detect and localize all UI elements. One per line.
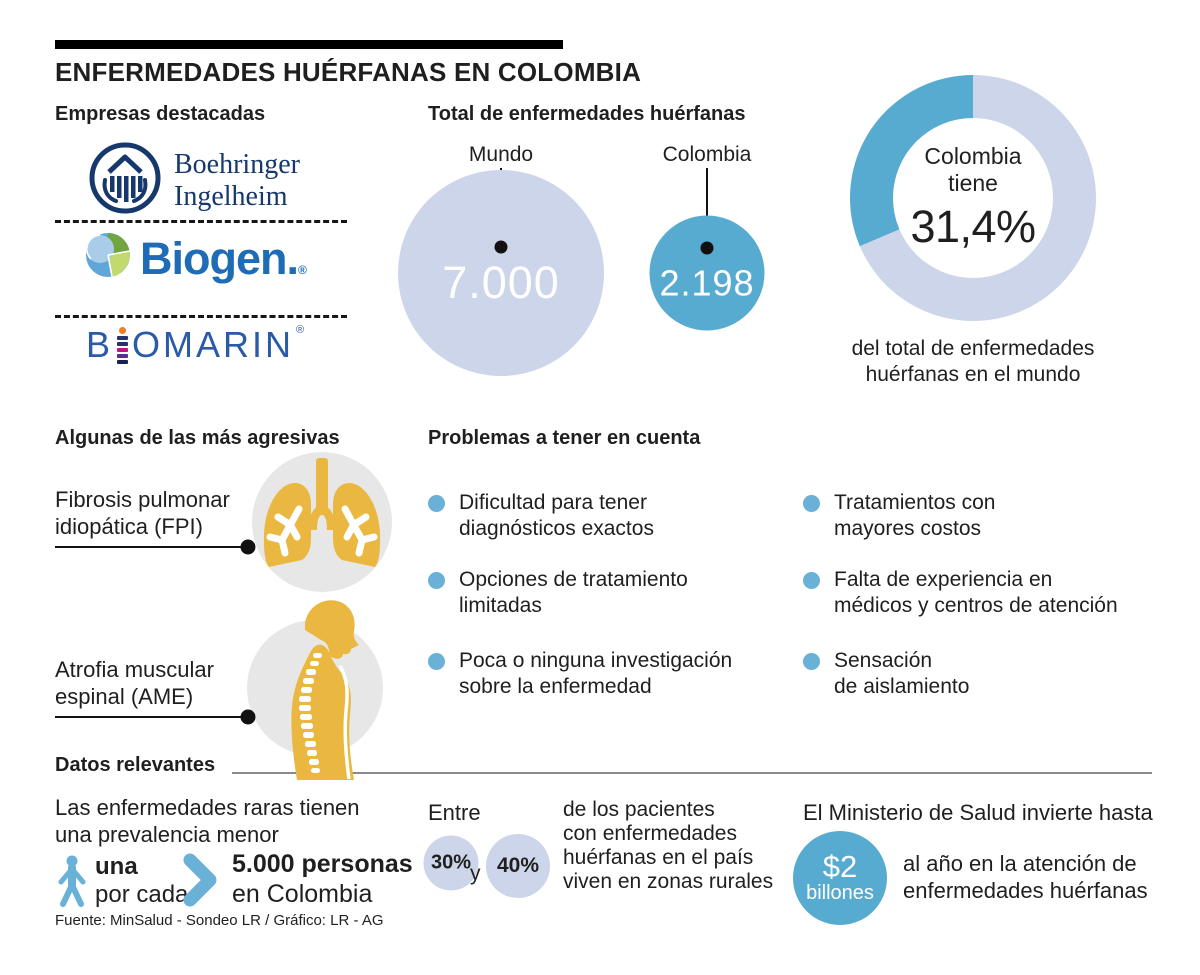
colombia-bubble-label: Colombia	[662, 143, 752, 166]
source-credit: Fuente: MinSalud - Sondeo LR / Gráfico: …	[55, 912, 384, 929]
companies-heading: Empresas destacadas	[55, 103, 266, 125]
problems-heading: Problemas a tener en cuenta	[428, 427, 701, 449]
rural-pct-high-circle: 40%	[486, 834, 550, 898]
world-bubble-label: Mundo	[468, 143, 534, 166]
facts-rule	[232, 772, 1152, 774]
investment-intro: El Ministerio de Salud invierte hasta	[803, 800, 1153, 825]
colombia-bubble: 2.198	[649, 215, 765, 331]
problem-text: Poca o ninguna investigación sobre la en…	[459, 649, 733, 698]
boehringer-ingelheim-logo: Boehringer Ingelheim	[88, 141, 300, 220]
prevalence-strong2: 5.000 personas	[232, 850, 413, 878]
biomarin-reg-mark: ®	[296, 324, 308, 336]
donut-caption: del total de enfermedades huérfanas en e…	[851, 337, 1095, 386]
separator-dashed-1	[55, 220, 347, 223]
investment-text: al año en la atención de enfermedades hu…	[903, 851, 1148, 903]
ame-leader-dot	[240, 709, 256, 725]
facts-heading: Datos relevantes	[55, 754, 216, 776]
problem-text: Opciones de tratamiento limitadas	[459, 568, 688, 617]
problem-item: Poca o ninguna investigación sobre la en…	[428, 648, 798, 700]
prevalence-intro: Las enfermedades raras tienen una preval…	[55, 795, 360, 847]
problem-item: Falta de experiencia en médicos y centro…	[803, 567, 1173, 619]
rural-entre: Entre	[428, 800, 481, 825]
biomarin-rest: OMARIN	[132, 324, 295, 365]
problem-text: Dificultad para tener diagnósticos exact…	[459, 491, 654, 540]
biomarin-i-icon	[117, 326, 129, 364]
investment-amount: $2	[822, 849, 858, 884]
investment-circle: $2 billones	[793, 831, 887, 925]
bullet-dot-icon	[803, 653, 820, 670]
rural-pct-high: 40%	[496, 854, 540, 877]
donut-value: 31,4%	[910, 201, 1036, 252]
biogen-wordmark: Biogen.®	[140, 233, 307, 284]
totals-heading: Total de enfermedades huérfanas	[428, 103, 746, 125]
lungs-icon	[252, 452, 392, 592]
person-icon	[57, 855, 87, 912]
investment-unit: billones	[806, 882, 874, 904]
problem-item: Opciones de tratamiento limitadas	[428, 567, 788, 619]
biomarin-b: B	[86, 324, 114, 365]
problem-item: Tratamientos con mayores costos	[803, 490, 1163, 542]
donut-center: Colombia tiene 31,4%	[893, 118, 1053, 278]
donut-center-line1: Colombia	[924, 143, 1022, 169]
world-bubble-value: 7.000	[442, 257, 560, 308]
boehringer-emblem-icon	[88, 141, 162, 220]
separator-dashed-2	[55, 315, 347, 318]
biogen-logo: Biogen.®	[84, 231, 307, 285]
bullet-dot-icon	[803, 572, 820, 589]
fpi-leader-dot	[240, 539, 256, 555]
page-title: ENFERMEDADES HUÉRFANAS EN COLOMBIA	[55, 57, 642, 87]
biogen-reg-mark: ®	[298, 263, 307, 277]
donut-center-line2: tiene	[948, 170, 998, 196]
prevalence-strong1: una	[95, 853, 138, 880]
bullet-dot-icon	[803, 495, 820, 512]
donut-ring: Colombia tiene 31,4%	[850, 75, 1096, 321]
fpi-label: Fibrosis pulmonar idiopática (FPI)	[55, 487, 230, 539]
aggressive-heading: Algunas de las más agresivas	[55, 427, 340, 449]
colombia-leader-dot	[700, 241, 714, 255]
problem-item: Dificultad para tener diagnósticos exact…	[428, 490, 788, 542]
chevron-right-icon	[181, 852, 221, 913]
prevalence-sub1: por cada	[95, 881, 189, 908]
biomarin-logo: B OMARIN ®	[86, 324, 307, 366]
rural-conjunction: y	[470, 862, 481, 885]
ame-leader-line	[55, 716, 247, 718]
world-leader-dot	[494, 240, 508, 254]
rural-pct-low-circle: 30%	[423, 835, 479, 891]
bullet-dot-icon	[428, 572, 445, 589]
colombia-leader-line	[706, 168, 708, 248]
rural-text: de los pacientes con enfermedades huérfa…	[563, 798, 774, 893]
header-accent-bar	[55, 40, 563, 49]
fpi-leader-line	[55, 546, 247, 548]
colombia-bubble-value: 2.198	[659, 262, 755, 303]
world-bubble: 7.000	[398, 170, 604, 376]
prevalence-sub2: en Colombia	[232, 880, 373, 908]
problem-text: Falta de experiencia en médicos y centro…	[834, 568, 1118, 617]
ame-label: Atrofia muscular espinal (AME)	[55, 657, 214, 709]
problem-text: Sensación de aislamiento	[834, 649, 970, 698]
problem-text: Tratamientos con mayores costos	[834, 491, 996, 540]
bullet-dot-icon	[428, 653, 445, 670]
boehringer-wordmark: Boehringer Ingelheim	[174, 149, 300, 212]
problem-item: Sensación de aislamiento	[803, 648, 1163, 700]
biogen-sphere-icon	[84, 231, 132, 284]
rural-pct-low: 30%	[430, 851, 472, 874]
bullet-dot-icon	[428, 495, 445, 512]
spine-icon	[247, 596, 393, 782]
